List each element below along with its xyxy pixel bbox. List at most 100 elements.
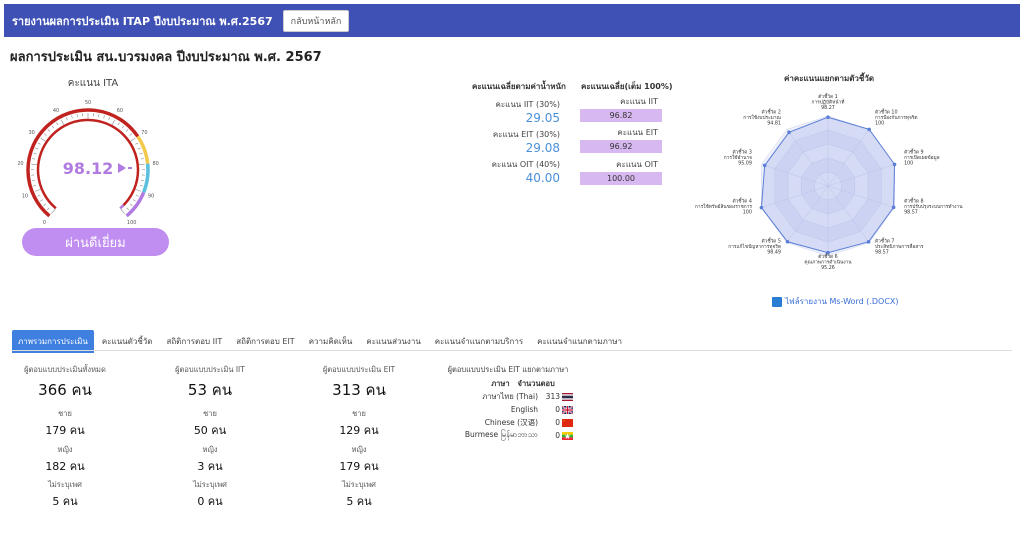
tab-eit-stats[interactable]: สถิติการตอบ EIT	[236, 337, 295, 346]
tab-unit-scores[interactable]: คะแนนส่วนงาน	[366, 337, 421, 346]
radar-point	[891, 205, 896, 210]
resp-total: 53 คน	[187, 381, 233, 399]
resp-female-label: หญิง	[351, 445, 367, 454]
language-name: ภาษาไทย (Thai)	[482, 391, 538, 401]
gauge-tick-label: 80	[152, 161, 158, 167]
full-row-eit: คะแนน EIT 96.92	[580, 126, 662, 153]
gauge-tick-label: 50	[85, 100, 91, 106]
language-count: 0	[555, 405, 560, 414]
download-word-link[interactable]: ไฟล์รายงาน Ms-Word (.DOCX)	[772, 295, 899, 308]
resp-total: 366 คน	[38, 381, 92, 399]
tab-bar: ภาพรวมการประเมิน คะแนนตัวชี้วัด สถิติการ…	[12, 330, 630, 353]
full-row-iit: คะแนน IIT 96.82	[580, 95, 662, 122]
resp-female-label: หญิง	[57, 445, 73, 454]
resp-unspecified-label: ไม่ระบุเพศ	[342, 480, 376, 489]
home-button[interactable]: กลับหน้าหลัก	[282, 9, 350, 32]
word-doc-icon	[772, 296, 782, 307]
full-value: 100.00	[580, 172, 662, 185]
full-score-header: คะแนนเฉลี่ย(เต็ม 100%)	[581, 82, 673, 91]
radar-point	[785, 239, 790, 244]
resp-unspecified: 5 คน	[52, 495, 78, 508]
radar-axis-label: ตัวชี้วัด 2 การใช้งบประมาณ 94.81	[743, 107, 781, 126]
resp-total: 313 คน	[332, 381, 386, 399]
radar-axis-label: ตัวชี้วัด 1 การปฏิบัติหน้าที่ 98.27	[812, 92, 845, 111]
weighted-label: คะแนน IIT (30%)	[495, 100, 560, 109]
tab-overview[interactable]: ภาพรวมการประเมิน	[12, 330, 94, 353]
language-row: English 0	[428, 403, 588, 416]
language-name: English	[510, 405, 538, 414]
resp-female-label: หญิง	[202, 445, 218, 454]
radar-axis-label: ตัวชี้วัด 5 การแก้ไขปัญหาการทุจริต 98.49	[728, 237, 781, 256]
language-count: 313	[545, 392, 560, 401]
full-value: 96.92	[580, 140, 662, 153]
resp-female: 3 คน	[197, 460, 223, 473]
weighted-label: คะแนน EIT (30%)	[492, 130, 560, 139]
language-row: Chinese (汉语) 0	[428, 416, 588, 429]
tab-iit-stats[interactable]: สถิติการตอบ IIT	[166, 337, 223, 346]
count-col-header: จำนวนตอบ	[517, 379, 555, 388]
language-row: Burmese မြန်မာဘာသာ 0	[428, 429, 588, 442]
language-col-header: ภาษา	[491, 379, 510, 388]
full-value: 96.82	[580, 109, 662, 122]
gauge-tick-label: 100	[127, 220, 137, 226]
radar-axis-label: ตัวชี้วัด 9 การเปิดเผยข้อมูล 100	[904, 147, 940, 166]
weighted-row-eit: คะแนน EIT (30%) 29.08	[470, 128, 560, 155]
gauge-tick-label: 30	[28, 130, 34, 136]
gauge-tick-label: 40	[53, 108, 59, 114]
respondents-eit: ผู้ตอบแบบประเมิน EIT 313 คน ชาย 129 คน ห…	[304, 364, 414, 508]
weighted-value: 40.00	[525, 171, 560, 185]
radar-point	[867, 127, 871, 132]
resp-male-label: ชาย	[58, 409, 72, 418]
resp-unspecified: 5 คน	[346, 495, 372, 508]
respondents-all: ผู้ตอบแบบประเมินทั้งหมด 366 คน ชาย 179 ค…	[10, 364, 120, 508]
app-title: รายงานผลการประเมิน ITAP ปีงบประมาณ พ.ศ.2…	[12, 14, 273, 28]
gauge-value: 98.12	[63, 159, 114, 178]
thai-flag-icon	[562, 392, 573, 401]
radar-axis-label: ตัวชี้วัด 6 คุณภาพการดำเนินงาน 95.26	[804, 252, 852, 271]
resp-unspecified: 0 คน	[197, 495, 223, 508]
language-name: Burmese မြန်မာဘာသာ	[464, 430, 538, 439]
full-label: คะแนน IIT	[620, 97, 658, 106]
gauge-tick-label: 20	[18, 161, 24, 167]
radar-axis-label: ตัวชี้วัด 3 การใช้อำนาจ 95.09	[724, 147, 752, 166]
gauge-tick-label: 90	[148, 193, 154, 199]
result-badge-button[interactable]: ผ่านดีเยี่ยม	[22, 228, 169, 256]
resp-title: ผู้ตอบแบบประเมิน EIT	[322, 365, 396, 374]
weighted-value: 29.08	[525, 141, 560, 155]
gauge-label: คะแนน ITA	[67, 78, 119, 89]
radar-title: ค่าคะแนนแยกตามตัวชี้วัด	[784, 74, 875, 83]
tab-divider	[12, 350, 1012, 351]
language-header: ผู้ตอบแบบประเมิน EIT แยกตามภาษา	[447, 365, 569, 374]
radar-point	[892, 162, 897, 167]
resp-unspecified-label: ไม่ระบุเพศ	[193, 480, 227, 489]
gauge-dial: 0 10 20 30 40 50 60 70 80 90 100 98.12	[18, 100, 159, 226]
resp-male-label: ชาย	[352, 409, 366, 418]
radar-point	[787, 130, 791, 135]
full-label: คะแนน OIT	[616, 160, 658, 169]
uk-flag-icon	[562, 405, 573, 414]
weighted-score-header: คะแนนเฉลี่ยตามค่าน้ำหนัก	[472, 82, 566, 91]
radar-point	[826, 250, 830, 255]
myanmar-flag-icon	[562, 431, 573, 440]
resp-male: 179 คน	[45, 424, 85, 437]
radar-axis-label: ตัวชี้วัด 10 การป้องกันการทุจริต 100	[875, 107, 917, 126]
resp-female: 182 คน	[45, 460, 85, 473]
resp-title: ผู้ตอบแบบประเมิน IIT	[175, 365, 245, 374]
download-word-label: ไฟล์รายงาน Ms-Word (.DOCX)	[785, 297, 899, 306]
resp-male: 50 คน	[193, 424, 227, 437]
tab-comments[interactable]: ความคิดเห็น	[308, 337, 353, 346]
resp-title: ผู้ตอบแบบประเมินทั้งหมด	[24, 365, 106, 374]
gauge-tick-label: 0	[43, 220, 46, 226]
tab-language-scores[interactable]: คะแนนจำแนกตามภาษา	[537, 337, 623, 346]
resp-male-label: ชาย	[203, 409, 217, 418]
full-row-oit: คะแนน OIT 100.00	[580, 158, 662, 185]
tab-service-scores[interactable]: คะแนนจำแนกตามบริการ	[434, 337, 524, 346]
gauge-tick-label: 70	[141, 130, 147, 136]
china-flag-icon	[562, 418, 573, 427]
tab-indicator-scores[interactable]: คะแนนตัวชี้วัด	[101, 337, 153, 346]
page-title: ผลการประเมิน สน.บวรมงคล ปีงบประมาณ พ.ศ. …	[10, 50, 322, 65]
resp-unspecified-label: ไม่ระบุเพศ	[48, 480, 82, 489]
radar-axis-label: ตัวชี้วัด 4 การใช้ทรัพย์สินของราชการ 100	[695, 197, 752, 216]
resp-female: 179 คน	[339, 460, 379, 473]
weighted-label: คะแนน OIT (40%)	[491, 160, 560, 169]
